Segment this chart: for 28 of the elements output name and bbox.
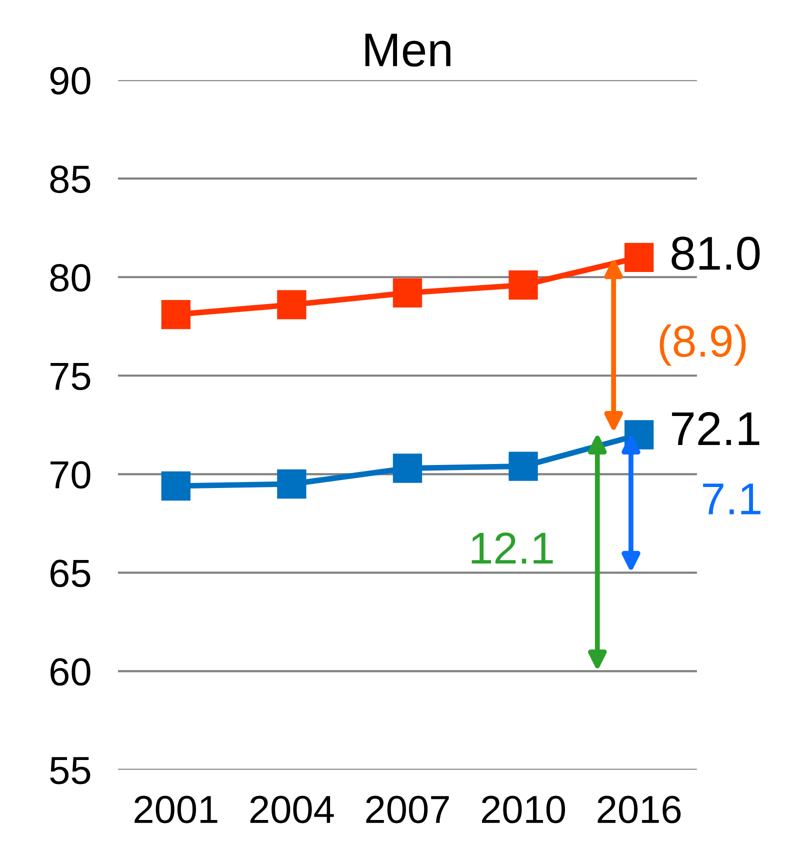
y-tick-label: 75: [50, 362, 90, 390]
point: [277, 469, 306, 499]
x-tick-label: 2010: [482, 796, 566, 824]
point: [161, 471, 190, 501]
point: [277, 290, 306, 320]
annotation: 12.1: [472, 532, 553, 564]
x-tick-label: 2004: [250, 796, 334, 824]
y-tick-label: 60: [50, 658, 90, 686]
point: [508, 452, 538, 481]
point: [508, 270, 538, 300]
y-tick-label: 55: [50, 757, 90, 784]
point: [624, 242, 654, 272]
text: 7.1: [703, 484, 760, 514]
point: [392, 454, 422, 483]
x-tick-label: 2016: [598, 796, 681, 824]
x-tick-label: 2001: [134, 796, 218, 824]
point: [161, 300, 190, 330]
chart-title: Men: [365, 34, 450, 67]
y-tick-label: 70: [50, 461, 90, 489]
annotation: (8.9): [660, 324, 746, 366]
x-tick-label: 2007: [366, 796, 449, 824]
y-tick-label: 85: [50, 166, 90, 194]
y-tick-label: 90: [50, 67, 90, 95]
y-tick-label: 80: [50, 264, 90, 292]
point: [392, 278, 422, 308]
annotation: 72.1: [672, 412, 760, 445]
annotation: 81.0: [672, 236, 760, 270]
y-tick-label: 65: [50, 560, 90, 588]
